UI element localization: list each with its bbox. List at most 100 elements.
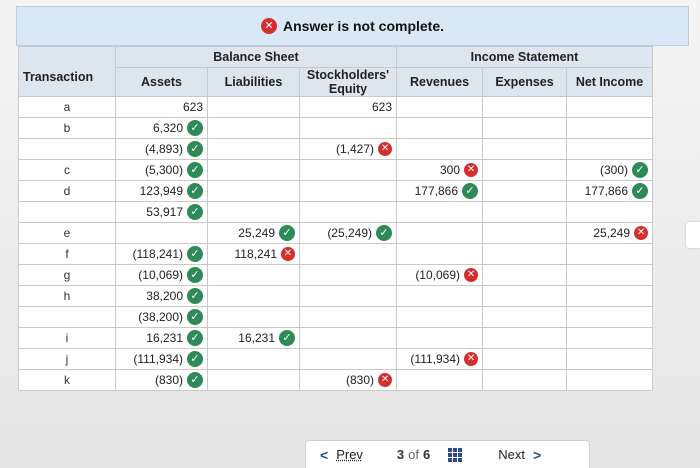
cell-net-income[interactable] [566,369,654,391]
cell-expenses[interactable] [482,180,568,202]
cell-expenses[interactable] [482,306,568,328]
table-row: 53,917 ✓ [18,201,654,223]
cell-assets[interactable]: 123,949 ✓ [115,180,208,202]
cell-assets[interactable]: 16,231 ✓ [115,327,208,349]
cell-liabilities[interactable] [207,159,300,181]
cell-net-income[interactable] [566,285,654,307]
cell-expenses[interactable] [482,201,568,223]
cell-liabilities[interactable] [207,306,300,328]
cell-revenues[interactable] [396,243,484,265]
cell-assets[interactable]: (38,200) ✓ [115,306,208,328]
cell-revenues[interactable]: (111,934) ✕ [396,348,484,370]
cell-equity[interactable] [298,264,398,286]
cell-revenues[interactable] [396,96,484,118]
cell-revenues[interactable] [396,327,484,349]
cell-net-income[interactable] [566,243,654,265]
cell-assets[interactable]: (830) ✓ [115,369,208,391]
cell-net-income[interactable]: 25,249 ✕ [566,222,654,244]
cell-liabilities[interactable] [207,264,300,286]
cell-revenues[interactable]: 177,866 ✓ [396,180,484,202]
cell-revenues[interactable] [396,138,484,160]
cell-equity[interactable]: (1,427) ✕ [298,138,398,160]
table-row: d 123,949 ✓ 177,866 ✓ 177,866 ✓ [18,180,654,202]
cell-equity[interactable] [298,243,398,265]
cell-equity[interactable] [298,348,398,370]
cell-value: 300 [439,163,461,177]
side-panel-tab[interactable] [686,222,700,248]
col-equity: Stockholders' Equity [298,67,398,97]
table-row: (38,200) ✓ [18,306,654,328]
cell-expenses[interactable] [482,222,568,244]
cell-expenses[interactable] [482,348,568,370]
cell-assets[interactable] [115,222,208,244]
cell-assets[interactable]: 623 [115,96,208,118]
cell-liabilities[interactable]: 25,249 ✓ [207,222,300,244]
cell-net-income[interactable] [566,306,654,328]
cell-liabilities[interactable] [207,201,300,223]
cell-assets[interactable]: (118,241) ✓ [115,243,208,265]
cell-assets[interactable]: (111,934) ✓ [115,348,208,370]
cell-assets[interactable]: (4,893) ✓ [115,138,208,160]
cell-expenses[interactable] [482,285,568,307]
cell-equity[interactable]: (830) ✕ [298,369,398,391]
cell-liabilities[interactable] [207,138,300,160]
cell-revenues[interactable] [396,117,484,139]
cell-equity[interactable] [298,159,398,181]
cell-expenses[interactable] [482,327,568,349]
cell-revenues[interactable] [396,285,484,307]
transaction-label: k [18,369,116,391]
cell-net-income[interactable] [566,138,654,160]
cell-revenues[interactable] [396,201,484,223]
cell-liabilities[interactable]: 16,231 ✓ [207,327,300,349]
cell-expenses[interactable] [482,159,568,181]
x-icon: ✕ [378,373,393,387]
cell-net-income[interactable] [566,264,654,286]
cell-equity[interactable] [298,327,398,349]
prev-button[interactable]: < Prev [320,447,363,463]
cell-net-income[interactable] [566,348,654,370]
cell-revenues[interactable]: (10,069) ✕ [396,264,484,286]
cell-liabilities[interactable] [207,285,300,307]
cell-revenues[interactable] [396,222,484,244]
cell-equity[interactable] [298,285,398,307]
cell-net-income[interactable]: (300) ✓ [566,159,654,181]
cell-assets[interactable]: (5,300) ✓ [115,159,208,181]
cell-expenses[interactable] [482,243,568,265]
cell-revenues[interactable]: 300 ✕ [396,159,484,181]
cell-expenses[interactable] [482,96,568,118]
x-icon: ✕ [464,268,479,282]
cell-value: (300) [600,163,629,177]
cell-net-income[interactable] [566,117,654,139]
cell-assets[interactable]: 53,917 ✓ [115,201,208,223]
cell-equity[interactable]: (25,249) ✓ [298,222,398,244]
cell-revenues[interactable] [396,306,484,328]
grid-icon[interactable] [448,447,463,462]
cell-net-income[interactable] [566,96,654,118]
cell-equity[interactable]: 623 [298,96,398,118]
cell-expenses[interactable] [482,117,568,139]
cell-equity[interactable] [298,180,398,202]
cell-equity[interactable] [298,201,398,223]
cell-net-income[interactable]: 177,866 ✓ [566,180,654,202]
cell-expenses[interactable] [482,264,568,286]
next-button[interactable]: Next > [498,447,541,463]
cell-equity[interactable] [298,306,398,328]
cell-liabilities[interactable] [207,96,300,118]
cell-assets[interactable]: (10,069) ✓ [115,264,208,286]
cell-liabilities[interactable]: 118,241 ✕ [207,243,300,265]
cell-net-income[interactable] [566,201,654,223]
cell-liabilities[interactable] [207,180,300,202]
cell-net-income[interactable] [566,327,654,349]
cell-equity[interactable] [298,117,398,139]
cell-revenues[interactable] [396,369,484,391]
cell-assets[interactable]: 38,200 ✓ [115,285,208,307]
cell-liabilities[interactable] [207,117,300,139]
status-message: Answer is not complete. [282,18,445,34]
cell-liabilities[interactable] [207,369,300,391]
cell-expenses[interactable] [482,138,568,160]
cell-liabilities[interactable] [207,348,300,370]
cell-assets[interactable]: 6,320 ✓ [115,117,208,139]
x-icon: ✕ [464,163,479,177]
cell-value: 177,866 [584,184,629,198]
cell-expenses[interactable] [482,369,568,391]
